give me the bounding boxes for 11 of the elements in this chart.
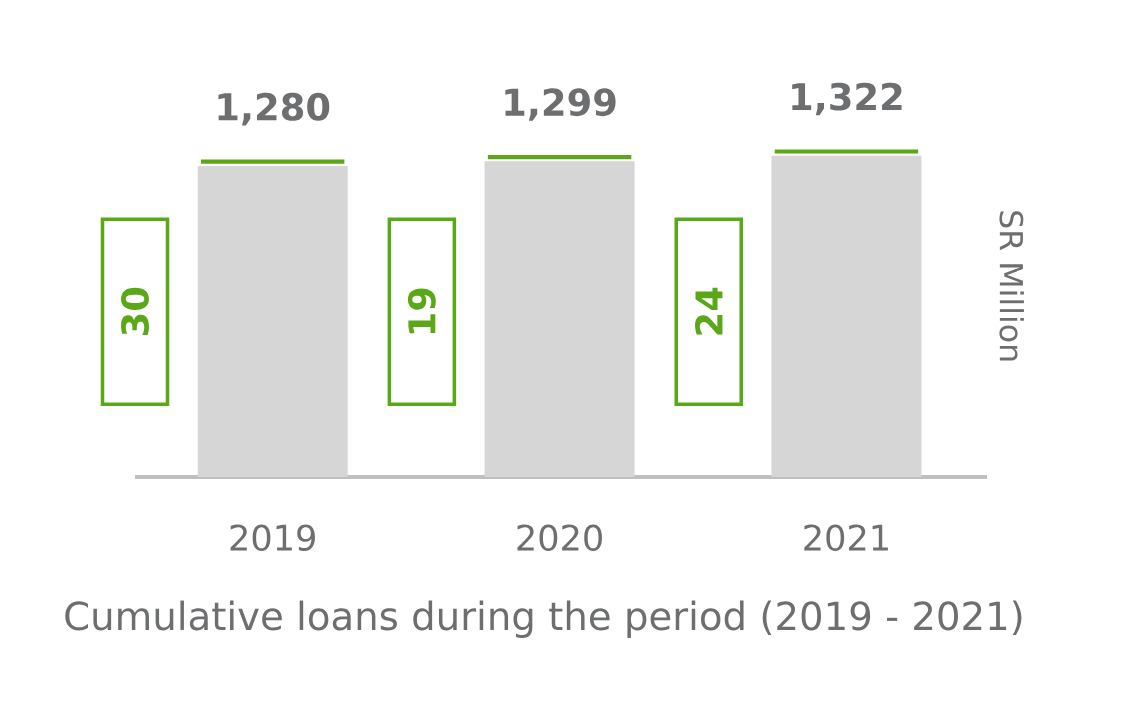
data-label: 1,299 [505, 88, 616, 121]
data-label: 1,322 [792, 82, 902, 116]
annotation: 24 [695, 287, 723, 335]
text: Cumulative loans during the period (2019 - 2021) [65, 600, 1022, 638]
annotation: 19 [407, 288, 436, 334]
x-tick-label: 2019 [230, 524, 315, 551]
x-tick-label: 2021 [804, 524, 888, 551]
annotation: 30 [121, 287, 149, 335]
x-tick-label: 2020 [517, 524, 602, 551]
y-axis-title: SR Million [999, 211, 1024, 361]
data-label: 1,280 [218, 92, 330, 126]
